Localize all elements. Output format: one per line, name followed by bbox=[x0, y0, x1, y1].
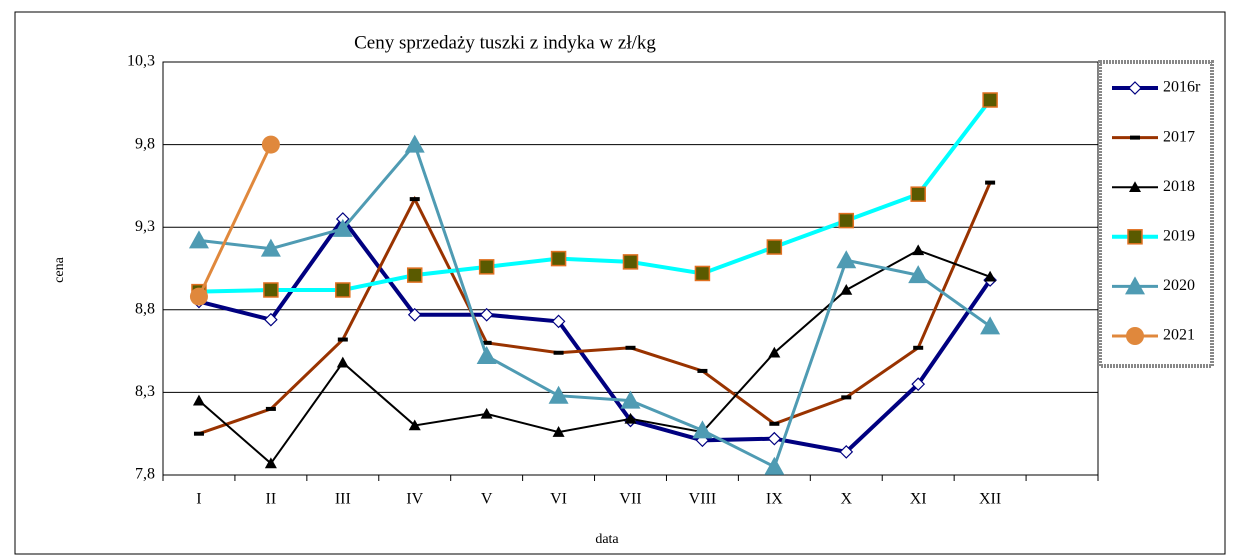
point bbox=[261, 135, 280, 154]
y-tick-label: 7,8 bbox=[135, 466, 155, 483]
point bbox=[406, 267, 423, 283]
point bbox=[912, 244, 925, 256]
x-tick-label: IX bbox=[766, 491, 783, 508]
point bbox=[193, 431, 204, 436]
x-axis-label: data bbox=[595, 532, 619, 547]
point bbox=[336, 356, 349, 368]
point bbox=[265, 406, 276, 411]
legend-marker bbox=[1130, 135, 1140, 140]
point bbox=[764, 456, 785, 475]
x-tick-label: XII bbox=[979, 491, 1001, 508]
legend-marker bbox=[1126, 327, 1144, 345]
point bbox=[692, 420, 713, 439]
x-tick-label: I bbox=[196, 491, 201, 508]
point bbox=[332, 218, 353, 237]
point bbox=[911, 377, 926, 391]
point bbox=[910, 186, 926, 202]
point bbox=[479, 307, 494, 322]
legend-label: 2018 bbox=[1163, 178, 1195, 195]
point bbox=[263, 282, 279, 298]
x-tick-label: VI bbox=[550, 491, 567, 508]
series-line bbox=[198, 249, 991, 465]
point bbox=[550, 250, 567, 267]
point bbox=[407, 307, 422, 322]
point bbox=[189, 287, 208, 306]
point bbox=[982, 92, 998, 108]
point bbox=[980, 316, 1001, 335]
point bbox=[481, 340, 492, 345]
point bbox=[622, 254, 639, 270]
point bbox=[552, 426, 565, 437]
point bbox=[985, 180, 996, 185]
point bbox=[192, 394, 205, 406]
point bbox=[697, 368, 708, 373]
point bbox=[694, 265, 711, 282]
x-tick-label: XI bbox=[910, 491, 927, 508]
point bbox=[836, 250, 857, 269]
legend-label: 2019 bbox=[1163, 227, 1195, 244]
legend-marker bbox=[1127, 229, 1143, 245]
x-tick-label: VIII bbox=[689, 491, 717, 508]
point bbox=[264, 312, 278, 327]
chart-title: Ceny sprzedaży tuszki z indyka w zł/kg bbox=[354, 32, 656, 53]
point bbox=[476, 346, 497, 365]
point bbox=[908, 265, 929, 284]
series-line bbox=[198, 215, 992, 455]
point bbox=[260, 238, 281, 257]
series-line bbox=[198, 141, 991, 469]
y-tick-label: 10,3 bbox=[127, 53, 155, 70]
legend-label: 2017 bbox=[1163, 128, 1195, 145]
point bbox=[480, 407, 493, 419]
y-tick-label: 9,8 bbox=[135, 135, 155, 152]
y-tick-label: 8,3 bbox=[135, 383, 155, 400]
legend-box bbox=[1098, 60, 1214, 368]
point bbox=[766, 239, 783, 255]
point bbox=[838, 212, 855, 229]
x-tick-label: II bbox=[266, 491, 277, 508]
point bbox=[478, 259, 495, 275]
point bbox=[409, 197, 420, 202]
point bbox=[913, 345, 924, 350]
point bbox=[404, 134, 425, 153]
legend-label: 2020 bbox=[1163, 277, 1195, 294]
point bbox=[335, 282, 351, 298]
x-tick-label: VII bbox=[619, 491, 641, 508]
point bbox=[408, 419, 421, 431]
point bbox=[548, 385, 569, 404]
point bbox=[984, 270, 997, 282]
point bbox=[768, 346, 781, 358]
point bbox=[337, 337, 348, 342]
point bbox=[624, 412, 637, 424]
point bbox=[841, 395, 852, 400]
point bbox=[767, 431, 782, 446]
legend-marker bbox=[1128, 81, 1142, 95]
legend-marker bbox=[1125, 276, 1145, 295]
x-tick-label: X bbox=[840, 491, 852, 508]
legend-marker bbox=[1129, 181, 1141, 192]
point bbox=[551, 314, 566, 329]
point bbox=[188, 230, 209, 249]
series-line bbox=[198, 181, 992, 436]
point bbox=[840, 283, 853, 295]
point bbox=[625, 345, 636, 350]
point bbox=[264, 457, 277, 469]
x-tick-label: IV bbox=[406, 491, 423, 508]
legend-label: 2016r bbox=[1163, 79, 1201, 96]
y-tick-label: 8,8 bbox=[135, 300, 155, 317]
series-line bbox=[198, 98, 992, 294]
point bbox=[553, 350, 564, 355]
x-tick-label: III bbox=[335, 491, 351, 508]
series-line bbox=[197, 143, 273, 298]
legend-label: 2021 bbox=[1163, 327, 1195, 344]
y-tick-label: 9,3 bbox=[135, 218, 155, 235]
x-tick-label: V bbox=[481, 491, 493, 508]
point bbox=[620, 390, 641, 409]
y-axis-label: cena bbox=[52, 256, 67, 282]
point bbox=[769, 421, 780, 426]
point bbox=[839, 445, 854, 459]
